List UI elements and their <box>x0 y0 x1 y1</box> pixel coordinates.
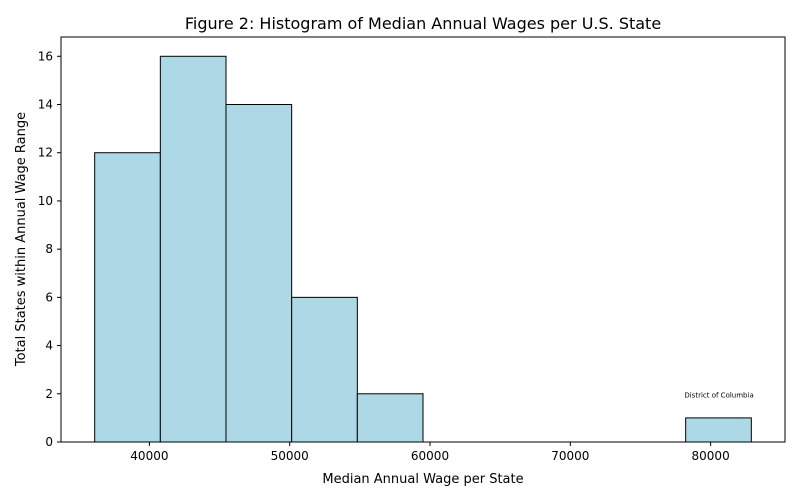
x-tick-label-4: 80000 <box>692 449 730 463</box>
histogram-bar-2 <box>225 104 293 443</box>
y-tick-label-4: 8 <box>45 242 53 256</box>
y-tick-label-7: 14 <box>38 98 53 112</box>
histogram-bar-9 <box>685 417 752 443</box>
y-tick-label-0: 0 <box>45 435 53 449</box>
x-tick-label-0: 40000 <box>130 449 168 463</box>
chart-title: Figure 2: Histogram of Median Annual Wag… <box>185 14 661 33</box>
y-axis-ticks: 0 2 4 6 8 10 12 14 16 <box>38 49 61 449</box>
x-tick-label-1: 50000 <box>271 449 309 463</box>
x-tick-label-2: 60000 <box>411 449 449 463</box>
plot-frame <box>60 36 786 443</box>
y-tick-label-2: 4 <box>45 339 53 353</box>
y-tick-label-5: 10 <box>38 194 53 208</box>
histogram-bar-1 <box>159 55 227 443</box>
histogram-bar-4 <box>356 393 424 443</box>
x-tick-label-3: 70000 <box>551 449 589 463</box>
y-tick-label-6: 12 <box>38 146 53 160</box>
annotations-group: District of Columbia <box>684 391 753 399</box>
y-tick-label-1: 2 <box>45 387 53 401</box>
bars-group <box>94 55 752 443</box>
annotation-label-0: District of Columbia <box>684 391 753 399</box>
histogram-bar-0 <box>94 152 161 443</box>
y-tick-label-8: 16 <box>38 49 53 63</box>
histogram-bar-3 <box>291 296 358 443</box>
x-axis-label: Median Annual Wage per State <box>322 472 523 487</box>
y-tick-label-3: 6 <box>45 290 53 304</box>
x-axis-ticks: 40000 50000 60000 70000 80000 <box>130 442 730 463</box>
y-axis-label: Total States within Annual Wage Range <box>14 112 29 367</box>
